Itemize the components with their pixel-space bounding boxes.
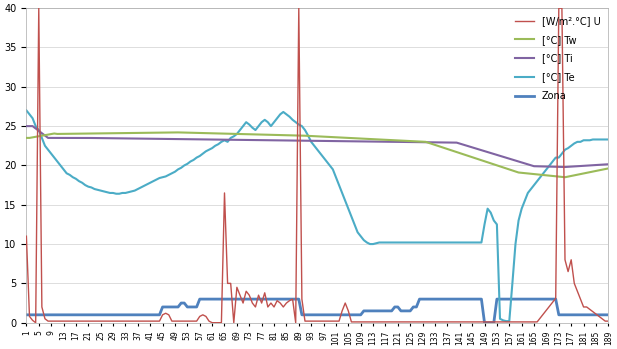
Zona xyxy=(487,321,494,325)
Zona xyxy=(481,321,488,325)
[°C] Ti xyxy=(115,136,123,140)
[W/m².°C] U xyxy=(413,320,420,324)
[°C] Ti xyxy=(481,149,488,153)
[°C] Te xyxy=(407,240,414,245)
[W/m².°C] U xyxy=(465,320,473,324)
Line: Zona: Zona xyxy=(27,299,608,323)
[°C] Tw xyxy=(605,166,612,171)
[°C] Tw xyxy=(137,131,144,135)
[°C] Tw xyxy=(484,160,491,164)
[W/m².°C] U xyxy=(23,234,30,238)
Zona xyxy=(23,313,30,317)
[°C] Tw xyxy=(175,130,182,134)
[W/m².°C] U xyxy=(35,6,43,10)
Line: [°C] Tw: [°C] Tw xyxy=(27,132,608,177)
[W/m².°C] U xyxy=(122,319,129,323)
[°C] Tw xyxy=(462,153,470,157)
[W/m².°C] U xyxy=(32,321,39,325)
[°C] Te xyxy=(23,108,30,112)
Zona xyxy=(115,313,123,317)
[°C] Ti xyxy=(561,165,569,169)
Zona xyxy=(246,297,253,301)
[°C] Te xyxy=(605,138,612,142)
[°C] Te xyxy=(459,240,466,245)
[°C] Tw xyxy=(410,139,417,143)
Legend: [W/m².°C] U, [°C] Tw, [°C] Ti, [°C] Te, Zona: [W/m².°C] U, [°C] Tw, [°C] Ti, [°C] Te, … xyxy=(511,13,603,104)
[°C] Tw xyxy=(23,136,30,140)
[°C] Ti xyxy=(459,142,466,147)
Line: [°C] Ti: [°C] Ti xyxy=(27,126,608,167)
Zona xyxy=(410,305,417,309)
[W/m².°C] U xyxy=(487,320,494,324)
[°C] Tw xyxy=(561,175,569,179)
Line: [W/m².°C] U: [W/m².°C] U xyxy=(27,8,608,323)
[°C] Te xyxy=(115,192,123,196)
[°C] Tw xyxy=(246,132,253,136)
Zona xyxy=(196,297,204,301)
Zona xyxy=(462,297,470,301)
[W/m².°C] U xyxy=(249,301,256,305)
[W/m².°C] U xyxy=(605,319,612,323)
[°C] Te xyxy=(137,185,144,190)
[°C] Ti xyxy=(137,136,144,141)
[°C] Ti xyxy=(407,140,414,144)
[°C] Ti xyxy=(23,124,30,128)
[°C] Te xyxy=(242,120,250,124)
Zona xyxy=(605,313,612,317)
Line: [°C] Te: [°C] Te xyxy=(27,110,608,321)
[°C] Ti xyxy=(605,162,612,166)
[W/m².°C] U xyxy=(143,319,151,323)
[°C] Ti xyxy=(242,138,250,142)
Zona xyxy=(137,313,144,317)
[°C] Te xyxy=(481,222,488,227)
[°C] Te xyxy=(502,319,510,323)
[°C] Tw xyxy=(115,131,123,135)
